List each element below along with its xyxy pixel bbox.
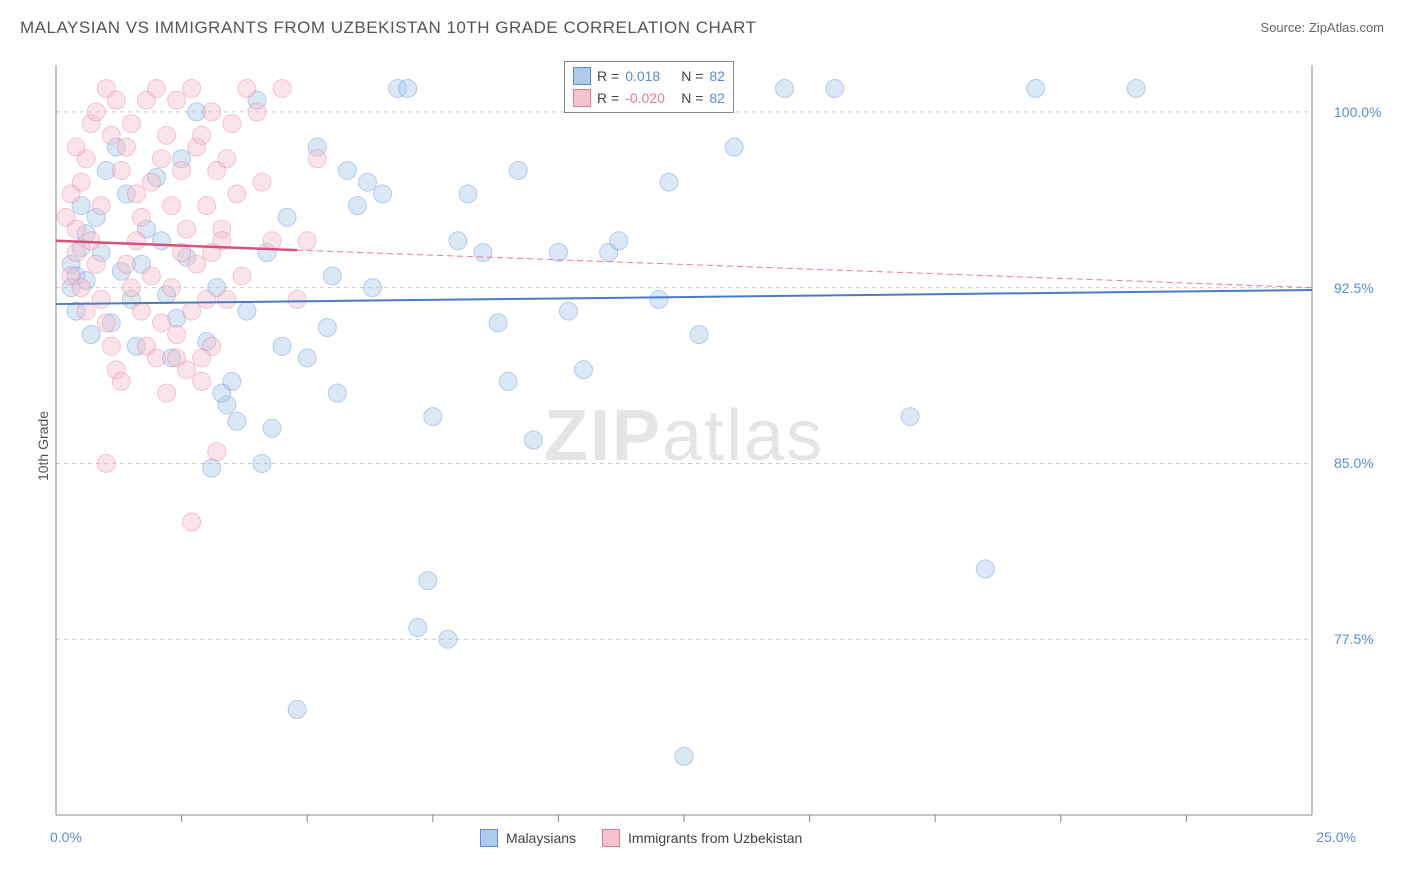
n-value-malaysians: 82 xyxy=(709,68,725,84)
n-value-uzbekistan: 82 xyxy=(709,90,725,106)
series-name-uzbekistan: Immigrants from Uzbekistan xyxy=(628,830,802,846)
chart-title: MALAYSIAN VS IMMIGRANTS FROM UZBEKISTAN … xyxy=(20,18,756,38)
source-attribution: Source: ZipAtlas.com xyxy=(1260,20,1384,35)
series-name-malaysians: Malaysians xyxy=(506,830,576,846)
y-tick-label: 85.0% xyxy=(1334,455,1374,471)
y-axis-label: 10th Grade xyxy=(35,411,51,481)
x-axis-min-label: 0.0% xyxy=(50,829,82,845)
legend-row-uzbekistan: R = -0.020 N = 82 xyxy=(573,87,725,109)
y-tick-label: 92.5% xyxy=(1334,280,1374,296)
legend-swatch-pink xyxy=(573,89,591,107)
correlation-legend: R = 0.018 N = 82 R = -0.020 N = 82 xyxy=(564,61,734,113)
x-axis-max-label: 25.0% xyxy=(1316,829,1356,845)
plot-area: ZIPatlas R = 0.018 N = 82 R = -0.020 N =… xyxy=(54,55,1314,835)
legend-swatch-pink xyxy=(602,829,620,847)
series-legend: Malaysians Immigrants from Uzbekistan xyxy=(480,829,802,847)
legend-row-malaysians: R = 0.018 N = 82 xyxy=(573,65,725,87)
legend-swatch-blue xyxy=(573,67,591,85)
y-tick-label: 77.5% xyxy=(1334,631,1374,647)
chart-container: MALAYSIAN VS IMMIGRANTS FROM UZBEKISTAN … xyxy=(0,0,1406,892)
r-value-uzbekistan: -0.020 xyxy=(625,90,675,106)
y-tick-label: 100.0% xyxy=(1334,104,1381,120)
r-value-malaysians: 0.018 xyxy=(625,68,675,84)
legend-swatch-blue xyxy=(480,829,498,847)
scatter-svg xyxy=(54,55,1314,835)
